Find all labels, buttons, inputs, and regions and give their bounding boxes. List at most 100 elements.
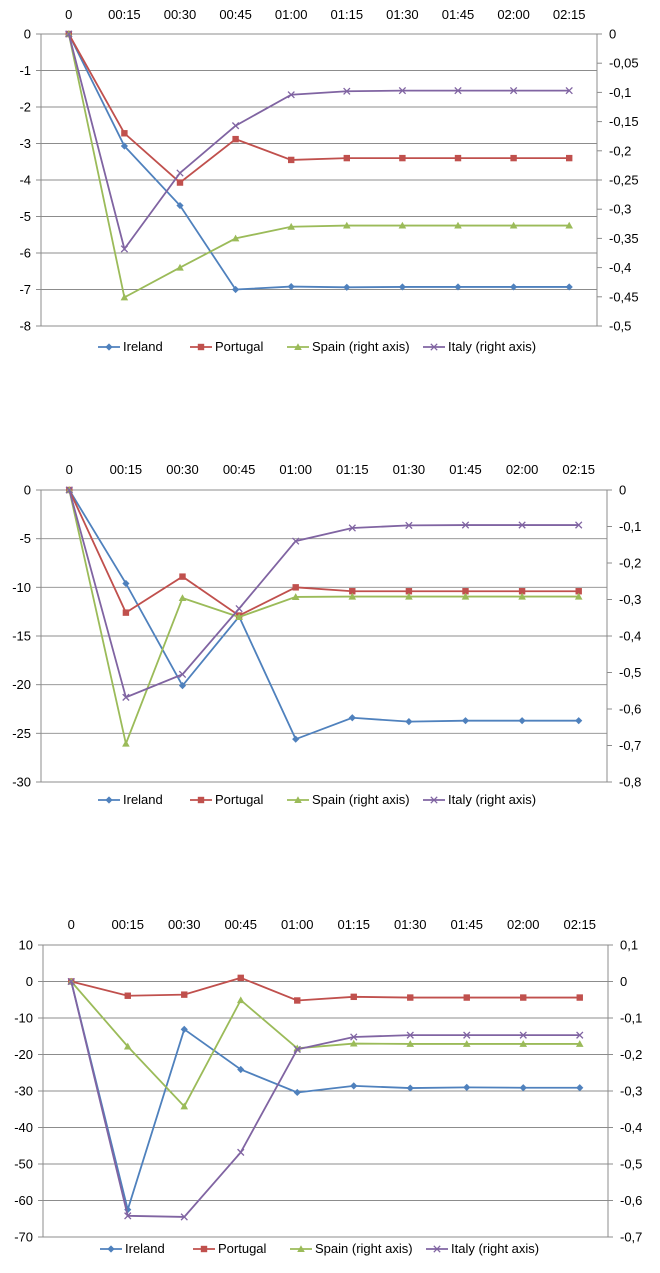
x-tick-label: 01:00 xyxy=(281,917,314,932)
data-point xyxy=(520,994,527,1001)
data-point xyxy=(349,1039,358,1047)
data-point xyxy=(287,91,295,99)
data-point xyxy=(565,221,573,229)
data-point xyxy=(575,717,583,725)
legend-square-icon xyxy=(197,343,205,351)
data-point xyxy=(343,283,351,291)
y-right-tick-label: 0 xyxy=(619,483,626,498)
data-point xyxy=(179,573,186,580)
legend-label: Italy (right axis) xyxy=(451,1241,539,1256)
y-right-tick-label: -0,4 xyxy=(609,260,631,275)
y-left-tick-label: -5 xyxy=(19,531,31,546)
x-tick-label: 02:15 xyxy=(553,7,586,22)
data-point xyxy=(463,1083,471,1091)
x-tick-label: 01:30 xyxy=(393,462,426,477)
legend-item: Portugal xyxy=(193,1241,267,1256)
series-italy xyxy=(65,30,573,253)
legend-label: Portugal xyxy=(215,339,264,354)
x-tick-label: 01:00 xyxy=(275,7,308,22)
y-right-tick-label: -0,5 xyxy=(619,665,641,680)
y-left-tick-label: -50 xyxy=(14,1157,33,1172)
data-point xyxy=(237,1148,245,1156)
y-left-tick-label: -5 xyxy=(19,209,31,224)
x-tick-label: 02:00 xyxy=(497,7,530,22)
data-point xyxy=(518,588,526,595)
legend-x-icon xyxy=(433,1245,441,1253)
data-point xyxy=(235,604,243,613)
series-line xyxy=(68,489,579,617)
y-left-tick-label: -20 xyxy=(12,677,31,692)
legend-label: Spain (right axis) xyxy=(312,339,410,354)
data-point xyxy=(232,285,240,294)
y-right-tick-label: -0,2 xyxy=(620,1047,642,1062)
data-point xyxy=(180,1213,188,1221)
y-right-tick-label: -0,3 xyxy=(619,592,641,607)
x-tick-label: 00:15 xyxy=(110,462,143,477)
data-point xyxy=(293,1045,301,1054)
legend-label: Ireland xyxy=(123,339,163,354)
data-point xyxy=(236,996,245,1004)
data-point xyxy=(231,234,240,242)
data-point xyxy=(509,86,518,95)
y-right-tick-label: -0,6 xyxy=(619,702,641,717)
data-point xyxy=(350,1082,358,1090)
data-point xyxy=(519,1084,527,1092)
legend-square-icon xyxy=(197,796,205,804)
data-point xyxy=(124,1212,132,1220)
data-point xyxy=(120,293,129,301)
y-right-tick-label: -0,2 xyxy=(609,143,631,158)
y-right-tick-label: -0,45 xyxy=(609,289,639,304)
legend: Ireland Portugal Spain (right axis) Italy (… xyxy=(100,1241,539,1256)
data-point xyxy=(122,693,130,701)
y-left-tick-label: -3 xyxy=(19,136,31,151)
data-point xyxy=(565,86,573,95)
x-tick-label: 00:45 xyxy=(223,462,256,477)
x-tick-label: 01:45 xyxy=(450,917,483,932)
y-left-tick-label: -1 xyxy=(19,63,31,78)
data-point xyxy=(398,283,406,291)
y-right-tick-label: -0,05 xyxy=(609,56,639,71)
y-left-tick-label: 0 xyxy=(26,974,33,989)
data-point xyxy=(181,991,188,998)
x-tick-label: 0 xyxy=(68,917,75,932)
legend-label: Portugal xyxy=(215,792,264,807)
legend-triangle-icon xyxy=(294,343,302,350)
data-point xyxy=(454,283,462,291)
x-tick-label: 01:15 xyxy=(336,462,369,477)
data-point xyxy=(463,1031,471,1039)
x-tick-label: 0 xyxy=(66,462,73,477)
series-portugal xyxy=(66,486,582,619)
series-line xyxy=(71,976,580,1002)
data-point xyxy=(350,1033,358,1041)
data-point xyxy=(343,154,350,162)
data-point xyxy=(510,283,518,291)
y-right-tick-label: -0,3 xyxy=(620,1084,642,1099)
series-italy xyxy=(67,977,584,1221)
y-left-tick-label: -30 xyxy=(12,775,31,790)
data-point xyxy=(237,1065,245,1074)
y-right-tick-label: -0,1 xyxy=(620,1011,642,1026)
legend-label: Spain (right axis) xyxy=(315,1241,413,1256)
data-point xyxy=(122,739,130,747)
y-right-tick-label: -0,25 xyxy=(609,173,639,188)
y-left-tick-label: -10 xyxy=(14,1011,33,1026)
data-point xyxy=(176,263,184,271)
data-point xyxy=(407,994,414,1001)
y-left-tick-label: -10 xyxy=(12,580,31,595)
data-point xyxy=(292,537,300,545)
x-tick-label: 00:15 xyxy=(111,917,144,932)
series-line xyxy=(68,33,570,184)
series-ireland xyxy=(67,977,584,1214)
data-point xyxy=(120,245,129,253)
x-tick-label: 01:30 xyxy=(386,7,419,22)
y-right-tick-label: -0,15 xyxy=(609,114,639,129)
chart-1: 0 -1 -2 -3 -4 -5 -6 -7 -8 0 -0,05 -0,1 -0,15 -0,2 -0,2… xyxy=(19,7,638,354)
data-point xyxy=(292,735,300,743)
legend-item: Italy (right axis) xyxy=(423,339,536,354)
y-right-tick-label: -0,4 xyxy=(619,629,641,644)
data-point xyxy=(348,592,357,600)
legend-label: Italy (right axis) xyxy=(448,339,536,354)
data-point xyxy=(454,86,462,95)
data-point xyxy=(350,993,357,1001)
legend-diamond-icon xyxy=(105,796,113,804)
